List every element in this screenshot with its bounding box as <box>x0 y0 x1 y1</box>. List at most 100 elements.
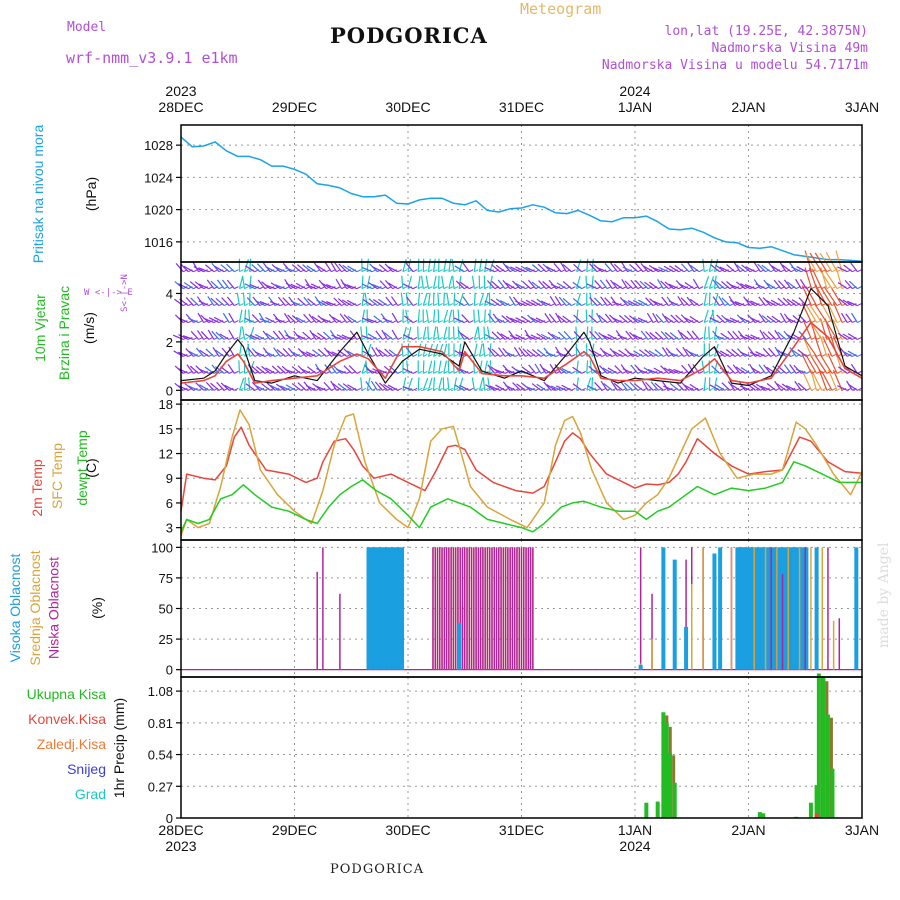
wind-barb <box>407 258 412 272</box>
wind-barb <box>844 279 853 290</box>
wind-barb <box>560 261 567 272</box>
wind-barb <box>826 320 832 323</box>
wind-barb <box>178 368 189 374</box>
wind-barb <box>681 364 690 374</box>
wind-barb <box>360 377 363 391</box>
wind-barb <box>783 364 792 374</box>
wind-barb <box>361 370 367 374</box>
wind-barb <box>640 262 649 273</box>
wind-barb <box>316 299 327 307</box>
wind-barb <box>758 364 767 374</box>
wind-barb <box>438 387 443 391</box>
wind-barb <box>832 302 843 323</box>
wind-barb <box>484 337 489 340</box>
wind-barb <box>238 275 244 289</box>
wind-barb <box>484 387 489 391</box>
wind-barb <box>635 263 644 273</box>
wind-barb <box>275 266 286 273</box>
wind-barb <box>530 317 542 324</box>
wind-barb <box>226 296 235 306</box>
wind-barb <box>610 262 618 273</box>
wind-barb <box>238 309 243 323</box>
wind-barb <box>684 384 695 391</box>
sfc-temp-label: SFC Temp <box>49 443 65 509</box>
wind-barb <box>220 382 230 391</box>
y-tick-label-pressure: 1020 <box>144 203 173 218</box>
wind-barb <box>842 333 853 340</box>
precip-bar-overlay <box>829 717 833 818</box>
wind-barb <box>779 312 787 323</box>
wind-barb <box>715 383 725 391</box>
wind-barb <box>454 299 465 307</box>
top-date-label: 31DEC <box>498 99 545 115</box>
wind-barb <box>643 265 654 273</box>
wind-barb <box>251 365 261 374</box>
wind-barb <box>307 298 317 307</box>
wind-barb <box>417 337 423 340</box>
wind-barb <box>770 299 782 307</box>
wind-barb <box>387 384 399 391</box>
wind-barb <box>457 329 465 340</box>
wind-barb <box>433 269 438 273</box>
wind-barb <box>745 334 756 341</box>
wind-barb <box>709 269 714 273</box>
wind-barb <box>199 349 210 357</box>
wind-barb <box>402 334 414 341</box>
wind-barb <box>816 387 821 391</box>
wind-barb <box>677 329 685 340</box>
wind-barb <box>178 283 189 290</box>
wind-barb <box>745 299 756 307</box>
wind-barb <box>361 292 365 306</box>
wind-barb <box>224 384 235 391</box>
y-tick-label-precip: 0.27 <box>148 779 173 794</box>
wind-barb <box>291 382 302 391</box>
wind-barb <box>428 286 433 290</box>
wind-barb <box>504 368 516 374</box>
wind-barb <box>251 314 261 323</box>
wind-barb <box>757 263 766 273</box>
wind-barb <box>372 353 377 357</box>
wind-barb <box>484 286 489 290</box>
wind-barb <box>766 383 777 391</box>
wind-barb <box>653 300 664 307</box>
pressure-label: Pritisak na nivou mora <box>30 124 46 264</box>
wind-barb <box>397 320 403 323</box>
wind-barb <box>664 315 674 324</box>
wind-barb <box>556 351 567 357</box>
wind-barb <box>454 265 465 273</box>
wind-barb <box>661 380 669 391</box>
wind-barb <box>502 364 511 374</box>
wind-barb <box>698 337 704 340</box>
wind-barb <box>661 296 669 306</box>
wind-barb <box>802 318 813 340</box>
wind-barb <box>236 292 241 306</box>
wind-barb <box>531 264 542 273</box>
wind-barb <box>311 315 322 324</box>
wind-barb <box>645 381 654 391</box>
wind-barb <box>777 331 787 340</box>
wind-barb <box>732 330 741 340</box>
wind-barb <box>655 313 664 323</box>
wind-barb <box>806 353 811 357</box>
wind-barb <box>422 292 428 306</box>
wind-barb <box>781 264 792 273</box>
wind-barb <box>203 317 215 324</box>
wind-barb <box>316 265 327 273</box>
wind-barb <box>331 387 336 391</box>
wind-barb <box>581 286 586 290</box>
wind-barb <box>388 282 399 290</box>
wind-barb <box>761 264 771 273</box>
wind-barb <box>628 315 639 323</box>
wind-barb <box>188 350 199 357</box>
wind-barb <box>725 349 736 357</box>
wind-barb <box>572 366 582 374</box>
wind-barb <box>822 336 833 357</box>
wind-barb <box>811 370 816 374</box>
wind-barb <box>808 303 823 323</box>
wind-barb <box>531 348 542 357</box>
wind-barb <box>226 279 235 290</box>
y-tick-label-pressure: 1028 <box>144 138 173 153</box>
wind-barb <box>732 364 741 374</box>
wind-barb <box>561 269 566 273</box>
